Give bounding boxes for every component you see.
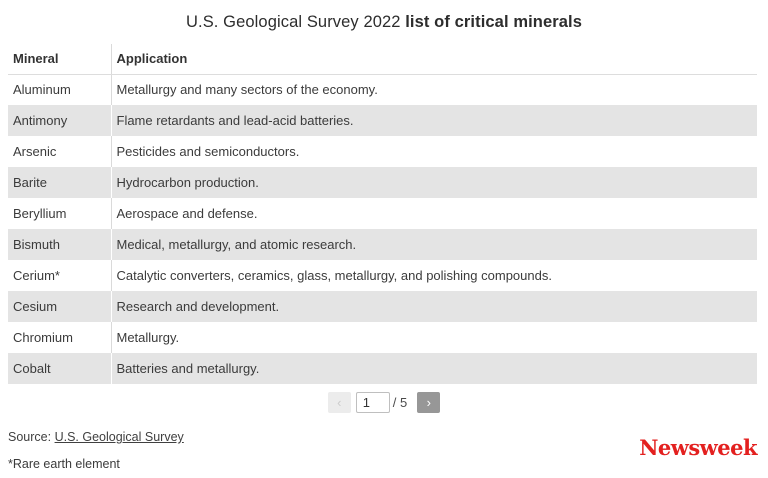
source-label: Source:	[8, 430, 55, 444]
page-title-bold: list of critical minerals	[405, 13, 582, 31]
table-row: Bismuth Medical, metallurgy, and atomic …	[8, 229, 757, 260]
table-row: Arsenic Pesticides and semiconductors.	[8, 136, 757, 167]
table-row: Antimony Flame retardants and lead-acid …	[8, 105, 757, 136]
application-cell: Research and development.	[116, 299, 280, 314]
newsweek-logo[interactable]: Newsweek	[639, 435, 757, 460]
application-cell: Metallurgy.	[116, 330, 180, 345]
pagination: ‹ / 5 ›	[0, 392, 768, 413]
chevron-right-icon: ›	[426, 395, 431, 410]
application-cell: Pesticides and semiconductors.	[116, 144, 300, 159]
rare-earth-note: *Rare earth element	[8, 457, 120, 471]
mineral-cell: Chromium	[8, 322, 112, 353]
prev-page-button[interactable]: ‹	[327, 392, 351, 413]
column-header-application: Application	[111, 44, 757, 75]
table-row: Aluminum Metallurgy and many sectors of …	[8, 74, 757, 105]
table-row: Barite Hydrocarbon production.	[8, 167, 757, 198]
mineral-cell: Antimony	[13, 113, 68, 128]
table-row: Beryllium Aerospace and defense.	[8, 198, 757, 229]
mineral-cell: Cobalt	[13, 361, 51, 376]
next-page-button[interactable]: ›	[417, 392, 441, 413]
application-cell: Medical, metallurgy, and atomic research…	[116, 237, 357, 252]
page-title: U.S. Geological Survey 2022 list of crit…	[0, 0, 768, 32]
application-cell: Batteries and metallurgy.	[116, 361, 260, 376]
source-link[interactable]: U.S. Geological Survey	[54, 430, 184, 444]
chevron-left-icon: ‹	[337, 395, 342, 410]
column-header-mineral: Mineral	[8, 44, 112, 75]
mineral-cell: Cesium	[13, 299, 58, 314]
page-number-input[interactable]	[355, 392, 390, 413]
minerals-table: Mineral Application Aluminum Metallurgy …	[8, 44, 757, 384]
mineral-cell: Barite	[13, 175, 47, 190]
page-total-label: / 5	[392, 395, 408, 410]
mineral-cell: Arsenic	[8, 136, 112, 167]
application-cell: Metallurgy and many sectors of the econo…	[116, 82, 378, 98]
application-cell: Aerospace and defense.	[116, 206, 258, 221]
table-row: Cesium Research and development.	[8, 291, 757, 322]
table-row: Chromium Metallurgy.	[8, 322, 757, 353]
application-cell: Catalytic converters, ceramics, glass, m…	[116, 268, 552, 283]
page-title-regular: U.S. Geological Survey 2022	[186, 13, 406, 31]
table-row: Cerium* Catalytic converters, ceramics, …	[8, 260, 757, 291]
mineral-cell: Bismuth	[13, 237, 60, 252]
application-cell: Hydrocarbon production.	[116, 175, 259, 190]
mineral-cell: Cerium*	[8, 260, 112, 291]
application-cell: Flame retardants and lead-acid batteries…	[116, 113, 354, 128]
mineral-cell: Beryllium	[8, 198, 112, 229]
table-header-row: Mineral Application	[8, 44, 757, 75]
table-row: Cobalt Batteries and metallurgy.	[8, 353, 757, 384]
mineral-cell: Aluminum	[8, 74, 112, 105]
table-container: Mineral Application Aluminum Metallurgy …	[8, 44, 757, 384]
source-line: Source: U.S. Geological Survey	[8, 430, 768, 444]
